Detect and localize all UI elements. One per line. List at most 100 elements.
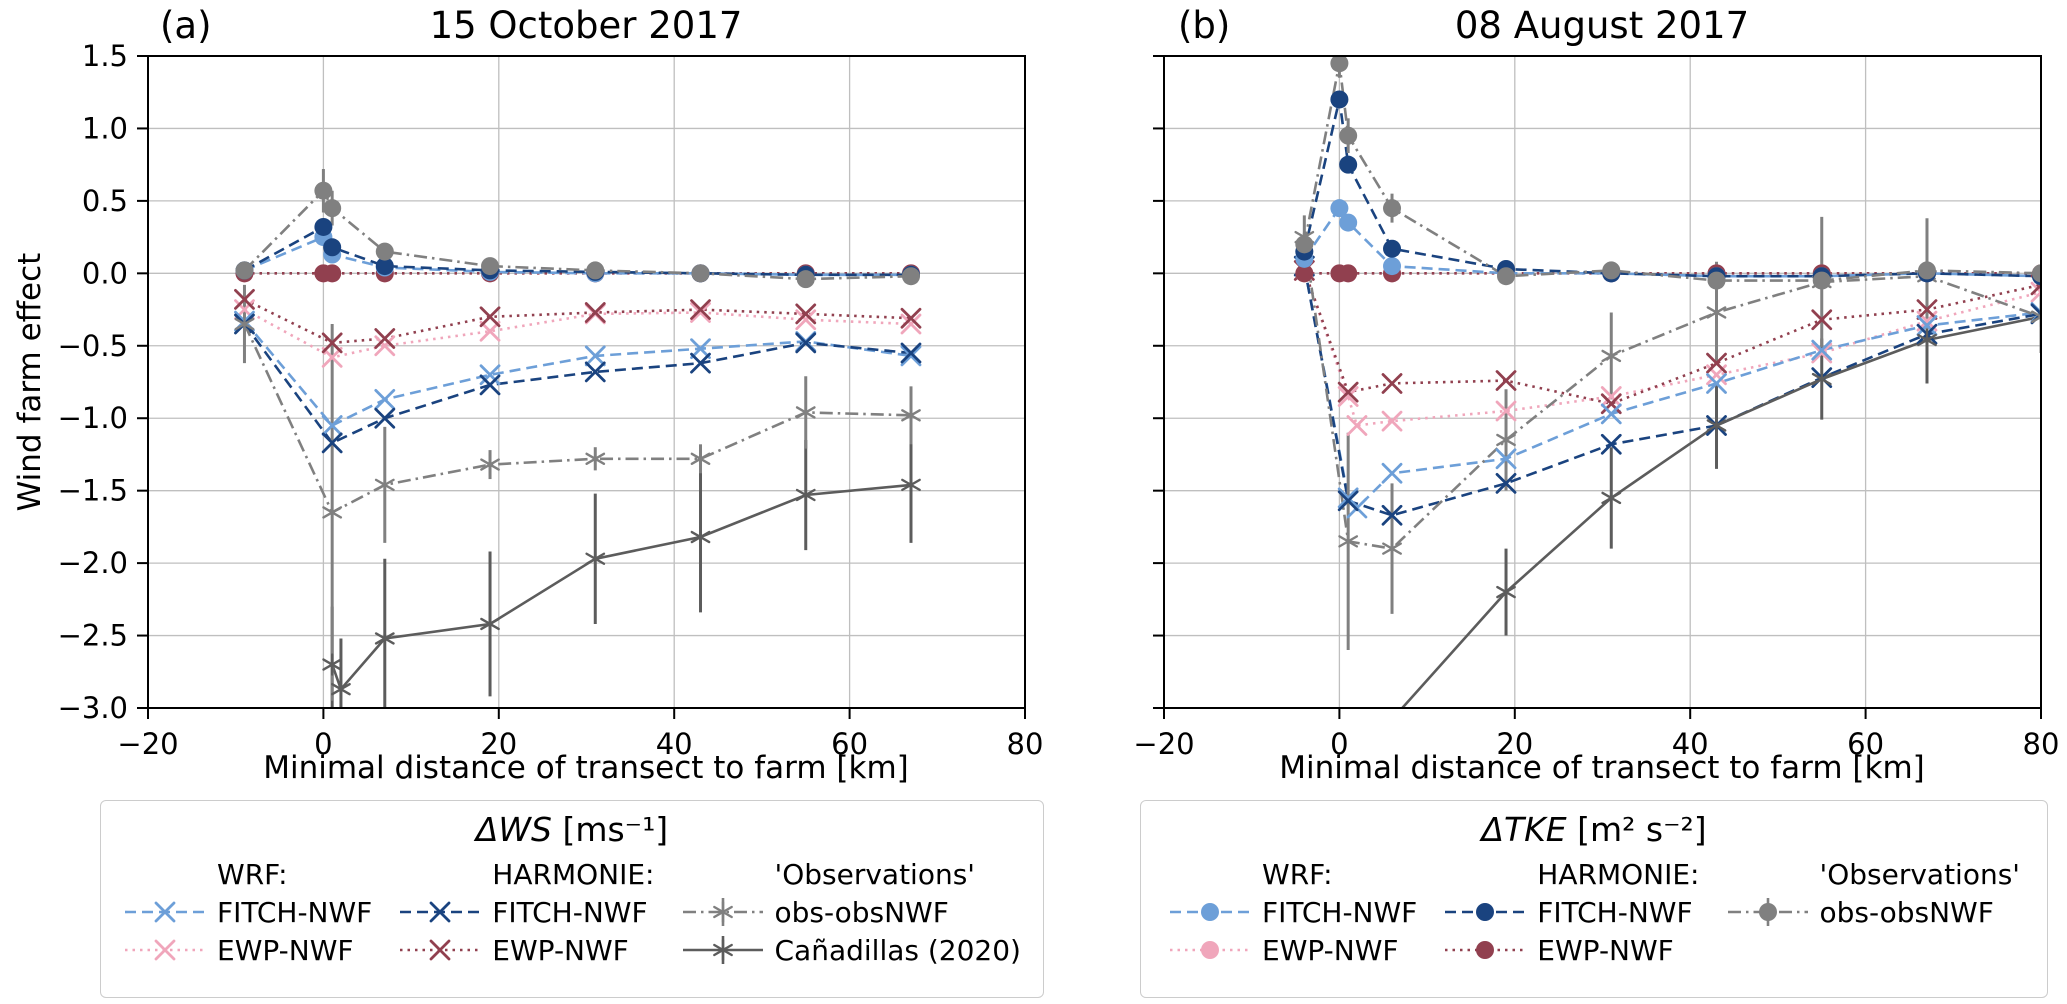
marker-x-a-ws_wrf_ewp <box>479 320 501 342</box>
marker-o-b-tke_obs <box>1497 267 1516 286</box>
marker-x-a-ws_wrf_fitch <box>374 388 396 410</box>
marker-o-b-tke_harmonie_fitch <box>1330 90 1349 109</box>
marker-o-a-tke_obs <box>375 242 394 261</box>
marker-star-b-ws_canadillas <box>1811 367 1832 391</box>
series-line-b-ws_obs <box>1303 236 2041 550</box>
legend-entry-ws_wrf_fitch: FITCH-NWF <box>123 895 372 929</box>
marker-x-b-ws_wrf_ewp <box>2030 281 2041 303</box>
legend-entry-tke_harmonie_fitch: FITCH-NWF <box>1443 895 1699 929</box>
marker-x-a-ws_wrf_ewp <box>900 313 922 335</box>
legend-entry-label: EWP-NWF <box>1537 933 1674 967</box>
marker-x-b-ws_wrf_fitch <box>1916 315 1938 336</box>
marker-x-a-ws_harmonie_fitch <box>795 332 817 354</box>
y-tick-label: −1.5 <box>58 474 128 508</box>
legend-swatch-tke_obs <box>1727 898 1808 926</box>
marker-x-b-ws_harmonie_fitch <box>1600 433 1622 455</box>
marker-x-a-ws_harmonie_ewp <box>234 289 255 310</box>
y-tick-label: −0.5 <box>58 329 128 363</box>
x-tick-label: 20 <box>1496 727 1533 761</box>
y-tick-label: −2.0 <box>58 546 128 580</box>
legend-entry-ws_harmonie_ewp: EWP-NWF <box>398 933 654 967</box>
legend-column: HARMONIE: FITCH-NWF EWP-NWF <box>398 853 655 969</box>
legend-ws: ΔWS [ms⁻¹] WRF: FITCH-NWF EWP-NWF HARMONIE:… <box>100 800 1044 998</box>
marker-x-a-ws_harmonie_fitch <box>321 432 343 454</box>
legend-title-ws-units: [ms⁻¹] <box>551 810 669 849</box>
marker-star-a-ws_obs <box>374 473 395 497</box>
series-line-a-ws_wrf_ewp <box>243 308 912 359</box>
marker-o-b-tke_obs <box>1917 261 1936 280</box>
marker-x-a-ws_harmonie_fitch <box>690 352 711 374</box>
marker-o-b-tke_harmonie_ewp <box>1295 264 1314 283</box>
series-line-b-ws_canadillas <box>1400 315 2041 708</box>
x-tick-label: −20 <box>1133 727 1194 761</box>
marker-star-b-ws_obs <box>1706 301 1727 324</box>
legend-entry-tke_harmonie_ewp: EWP-NWF <box>1443 933 1699 967</box>
marker-o-b-tke_wrf_fitch <box>1330 199 1349 218</box>
legend-column-header: HARMONIE: <box>1537 858 1700 891</box>
marker-x-b-ws_wrf_ewp <box>1811 342 1833 364</box>
marker-star-ws_obs <box>712 900 733 924</box>
panel-b-xlabel: Minimal distance of transect to farm [km… <box>1279 750 1925 786</box>
marker-o-b-tke_obs <box>1339 126 1358 145</box>
x-tick-label: 60 <box>1847 727 1884 761</box>
marker-x-b-ws_harmonie_ewp <box>1916 299 1938 320</box>
marker-star-b-ws_obs <box>1601 344 1622 368</box>
legend-title-tke-symbol: ΔTKE <box>1481 810 1567 849</box>
marker-x-ws_harmonie_fitch <box>429 901 451 923</box>
marker-star-a-ws_canadillas <box>585 547 606 570</box>
marker-o-b-tke_harmonie_fitch <box>1383 239 1402 258</box>
x-tick-label: 60 <box>831 727 868 761</box>
y-tick-label: 1.5 <box>82 39 128 73</box>
marker-o-b-tke_harmonie_ewp <box>1339 264 1358 283</box>
marker-x-b-ws_wrf_fitch <box>1495 448 1517 470</box>
series-line-b-tke_obs <box>1303 62 2041 282</box>
legend-swatch-ws_harmonie_ewp <box>400 939 481 961</box>
legend-tke-columns: WRF: FITCH-NWF EWP-NWF HARMONIE: FITCH-NWF EW… <box>1141 849 2047 977</box>
marker-o-tke_wrf_fitch <box>1201 903 1220 921</box>
legend-entry-ws_harmonie_fitch: FITCH-NWF <box>398 895 654 929</box>
marker-star-b-ws_canadillas <box>1601 486 1622 510</box>
legend-column-header: WRF: <box>217 858 288 891</box>
marker-x-a-ws_harmonie_ewp <box>900 307 922 329</box>
marker-x-b-ws_harmonie_ewp <box>1495 370 1517 391</box>
marker-star-b-ws_canadillas <box>1496 580 1516 604</box>
legend-column: 'Observations' obs-obsNWF <box>1726 853 2020 969</box>
marker-star-b-ws_canadillas <box>1706 414 1727 437</box>
legend-entry-label: obs-obsNWF <box>1819 895 1994 929</box>
x-tick-label: 0 <box>1330 727 1348 761</box>
y-axis-label: Wind farm effect <box>12 252 48 512</box>
legend-title-tke-units: [m² s⁻²] <box>1566 810 1707 849</box>
marker-star-a-ws_canadillas <box>374 627 395 650</box>
marker-o-b-tke_obs <box>1707 271 1726 290</box>
marker-o-tke_harmonie_fitch <box>1476 903 1495 921</box>
axes-box-a <box>147 55 1026 709</box>
x-tick-label: 0 <box>314 727 332 761</box>
marker-o-b-tke_obs <box>1330 56 1349 73</box>
marker-o-b-tke_wrf_fitch <box>1339 213 1358 232</box>
marker-o-b-tke_obs <box>2032 264 2041 283</box>
marker-star-a-ws_canadillas <box>331 677 351 701</box>
marker-o-b-tke_obs <box>1812 271 1831 290</box>
marker-x-b-ws_harmonie_ewp <box>1811 309 1833 331</box>
legend-entry-label: obs-obsNWF <box>774 895 949 929</box>
marker-o-tke_obs <box>1758 903 1777 921</box>
series-line-a-ws_wrf_fitch <box>243 320 912 428</box>
y-tick-label: −2.5 <box>58 619 128 653</box>
marker-star-a-ws_canadillas <box>322 653 343 676</box>
marker-x-a-ws_harmonie_ewp <box>795 303 817 325</box>
axes-box-b <box>1163 55 2042 709</box>
legend-swatch-tke_wrf_fitch <box>1170 903 1251 921</box>
marker-x-a-ws_wrf_ewp <box>795 309 817 331</box>
legend-tke: ΔTKE [m² s⁻²] WRF: FITCH-NWF EWP-NWF HARMON… <box>1140 800 2048 998</box>
legend-entry-tke_wrf_ewp: EWP-NWF <box>1168 933 1417 967</box>
marker-star-a-ws_obs <box>795 401 816 424</box>
marker-x-a-ws_harmonie_ewp <box>321 332 343 354</box>
legend-column: WRF: FITCH-NWF EWP-NWF <box>1168 853 1417 969</box>
marker-star-b-ws_obs <box>1496 428 1516 452</box>
marker-star-a-ws_obs <box>901 404 921 427</box>
marker-star-a-ws_obs <box>480 453 500 476</box>
plots-svg: −20 0 20 40 60 80 1.5 1.0 0.5 0.0 −0.5 −1.0 −1.5 −2.0… <box>58 39 2060 761</box>
panel-b-tag: (b) <box>1178 4 1231 47</box>
series-line-a-ws_obs <box>243 323 912 515</box>
